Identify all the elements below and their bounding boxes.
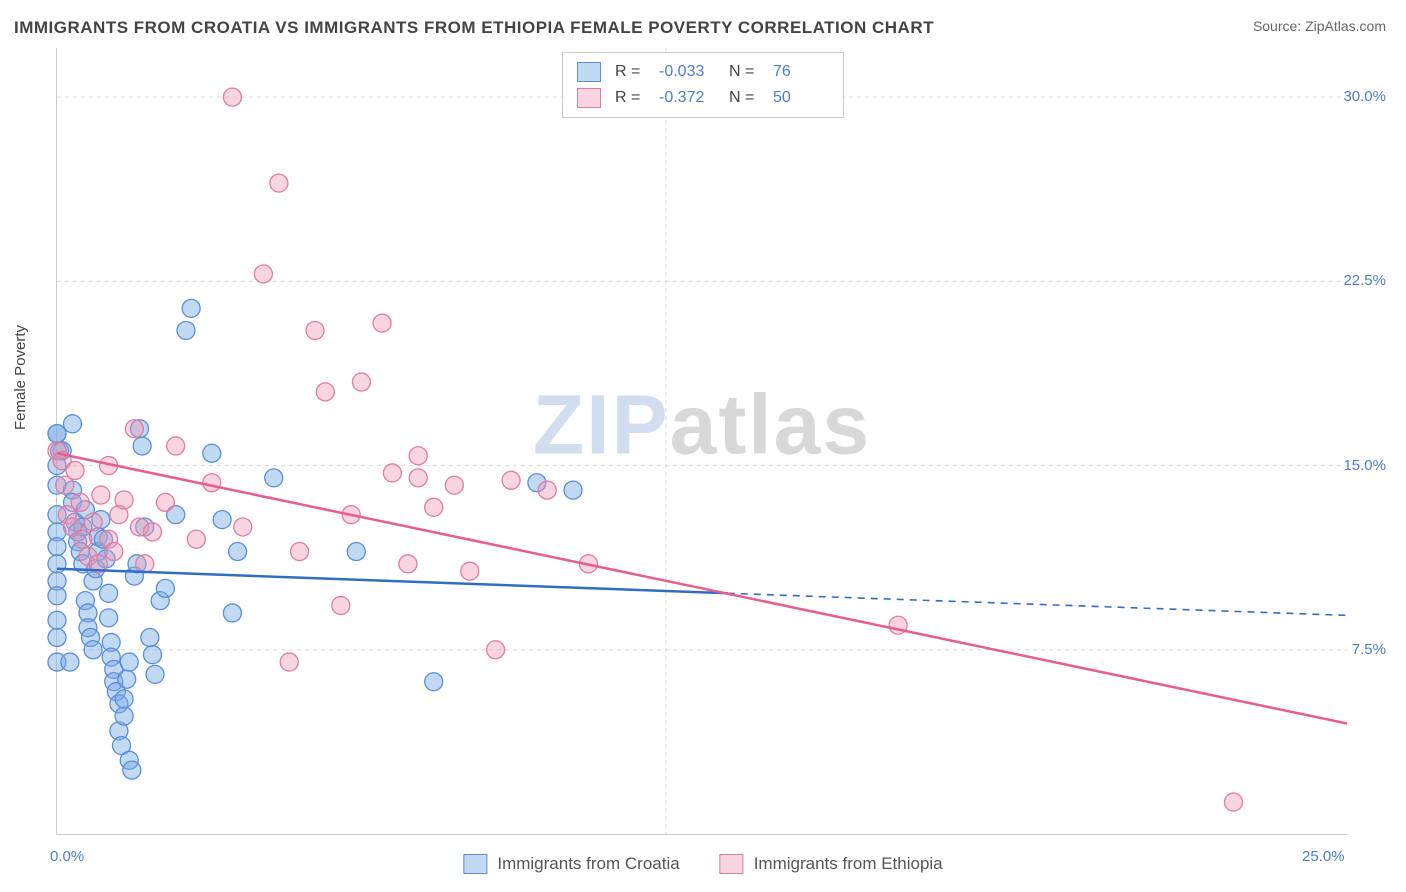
r-label: R =	[615, 89, 645, 107]
legend-row-croatia: R = -0.033 N = 76	[577, 59, 829, 85]
chart-plot-area: ZIPatlas	[56, 48, 1347, 835]
n-value-ethiopia: 50	[773, 89, 829, 107]
legend-series: Immigrants from Croatia Immigrants from …	[463, 854, 942, 874]
legend-label-ethiopia: Immigrants from Ethiopia	[754, 854, 943, 874]
legend-row-ethiopia: R = -0.372 N = 50	[577, 85, 829, 111]
n-value-croatia: 76	[773, 63, 829, 81]
chart-svg	[57, 48, 1347, 834]
r-value-ethiopia: -0.372	[659, 89, 715, 107]
n-label: N =	[729, 63, 759, 81]
x-tick-label: 25.0%	[1302, 848, 1345, 865]
y-tick-label: 22.5%	[1343, 272, 1386, 289]
legend-label-croatia: Immigrants from Croatia	[497, 854, 679, 874]
n-label: N =	[729, 89, 759, 107]
chart-title: IMMIGRANTS FROM CROATIA VS IMMIGRANTS FR…	[14, 18, 934, 38]
r-label: R =	[615, 63, 645, 81]
legend-item-croatia: Immigrants from Croatia	[463, 854, 679, 874]
r-value-croatia: -0.033	[659, 63, 715, 81]
y-axis-label: Female Poverty	[12, 325, 29, 430]
swatch-croatia-icon	[463, 854, 487, 874]
swatch-ethiopia	[577, 88, 601, 108]
source-attribution: Source: ZipAtlas.com	[1253, 18, 1386, 34]
swatch-ethiopia-icon	[720, 854, 744, 874]
legend-item-ethiopia: Immigrants from Ethiopia	[720, 854, 943, 874]
y-tick-label: 30.0%	[1343, 88, 1386, 105]
x-tick-label: 0.0%	[50, 848, 84, 865]
y-tick-label: 15.0%	[1343, 457, 1386, 474]
y-tick-label: 7.5%	[1352, 641, 1386, 658]
legend-correlation: R = -0.033 N = 76 R = -0.372 N = 50	[562, 52, 844, 118]
swatch-croatia	[577, 62, 601, 82]
